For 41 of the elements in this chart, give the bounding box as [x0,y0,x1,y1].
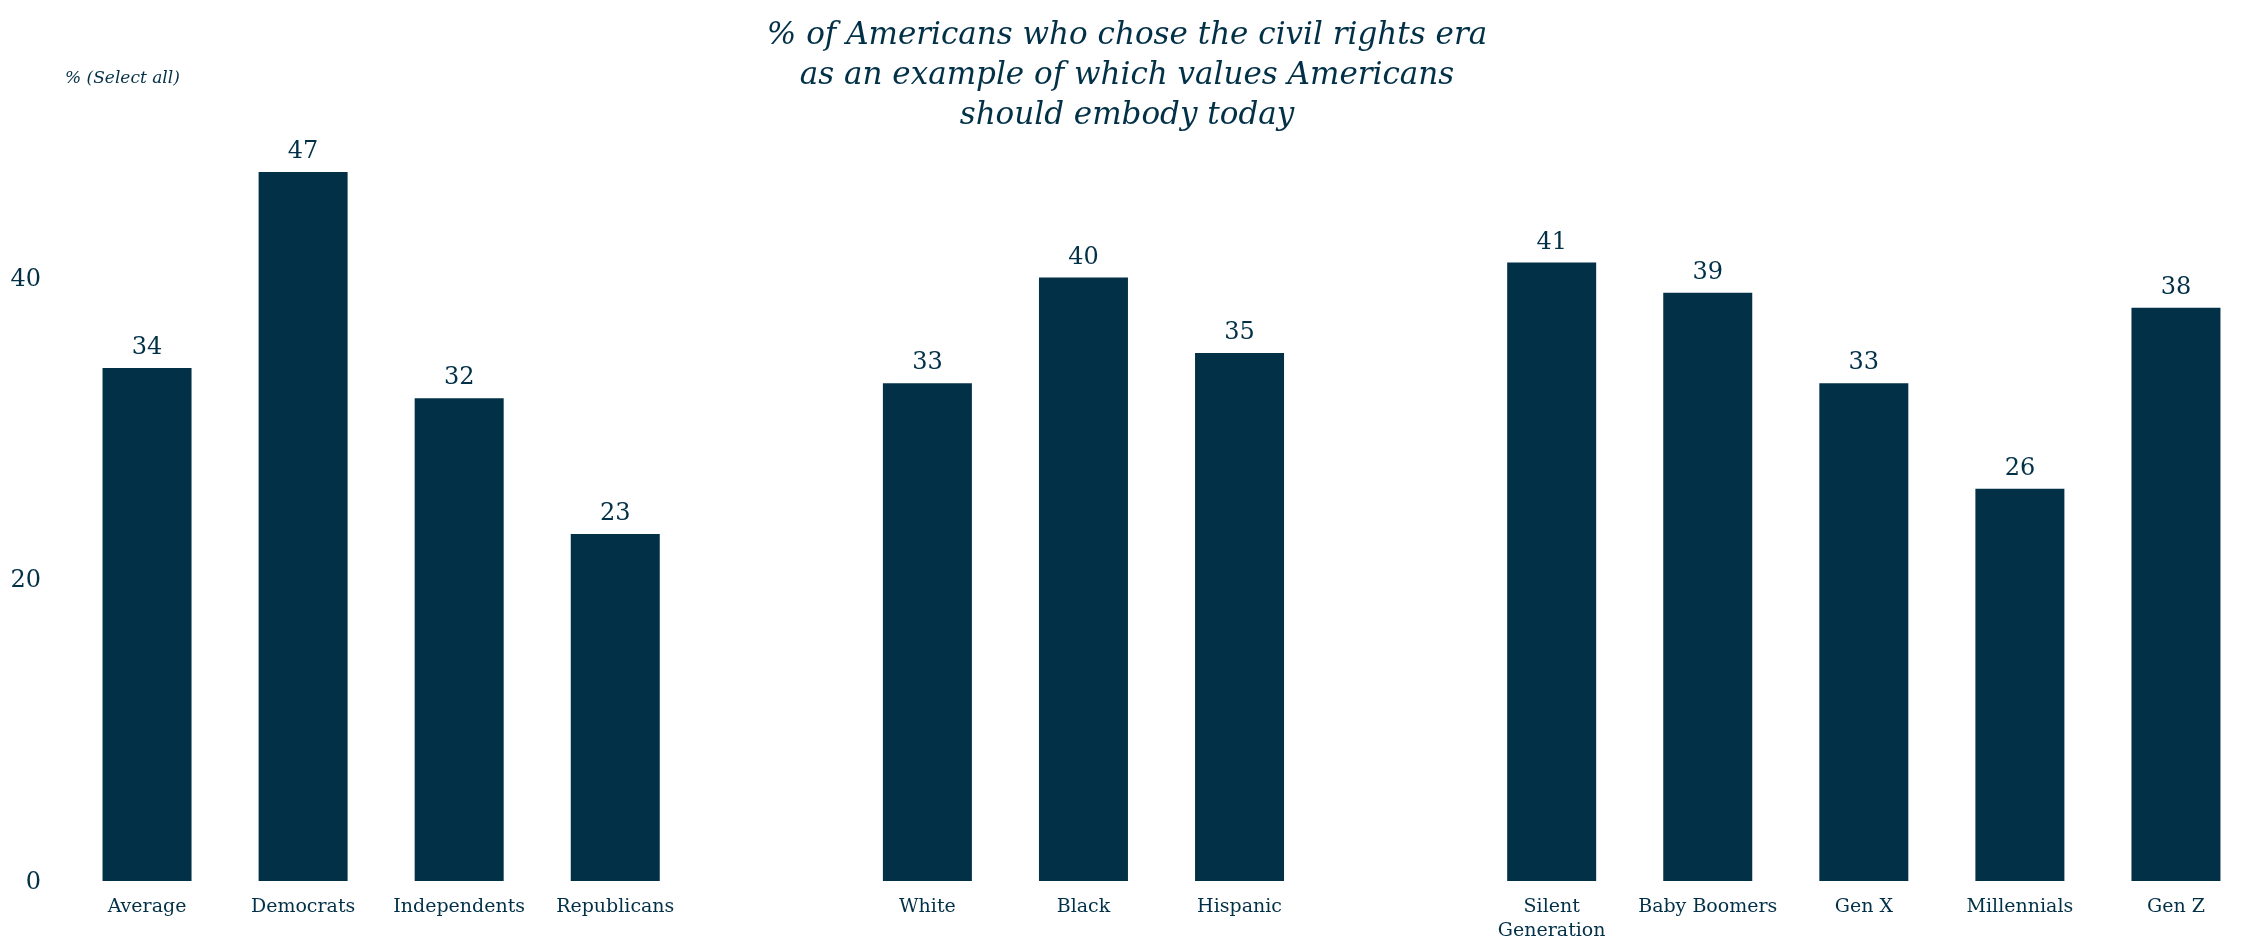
x-tick-label: Independents [393,894,526,916]
bar [570,534,660,881]
bar [1195,353,1285,881]
bar [1819,383,1909,881]
data-label: 33 [1848,347,1880,376]
x-tick-label: Hispanic [1197,894,1282,916]
data-label: 40 [1068,241,1099,270]
chart-title: % of Americans who chose the civil rights era as an example of which values Americans should embody today [766,15,1488,131]
x-tick-label: Silent Generation [1497,894,1606,940]
x-tick-label: Millennials [1966,894,2074,916]
x-tick-label: Gen X [1834,894,1894,916]
x-tick-label: Republicans [556,894,675,916]
x-tick-label: Gen Z [2147,894,2205,916]
bar [1975,488,2065,881]
bar [1038,277,1128,881]
data-label: 33 [912,347,943,376]
y-tick-label: 20 [10,565,41,594]
x-tick-label: Black [1056,894,1111,916]
bar [2131,307,2221,881]
data-label: 34 [131,332,163,361]
data-label: 32 [443,362,475,391]
bar [102,368,192,881]
x-tick-label: White [899,894,956,916]
bar [882,383,972,881]
bar [258,172,348,881]
data-label: 39 [1692,256,1724,285]
data-label: 38 [2160,271,2192,300]
bar [1663,292,1753,881]
bar [1507,262,1597,881]
y-tick-label: 40 [10,263,41,292]
data-label: 47 [287,136,319,164]
data-label: 23 [599,498,631,527]
x-tick-label: Average [106,894,187,916]
data-label: 26 [2004,452,2036,481]
data-label: 41 [1536,226,1567,255]
x-tick-label: Democrats [250,894,356,916]
x-tick-label: Baby Boomers [1638,894,1778,916]
bar [414,398,504,881]
text: % (Select all) [65,66,180,87]
y-tick-label: 0 [25,867,41,895]
data-label: 35 [1224,317,1255,346]
